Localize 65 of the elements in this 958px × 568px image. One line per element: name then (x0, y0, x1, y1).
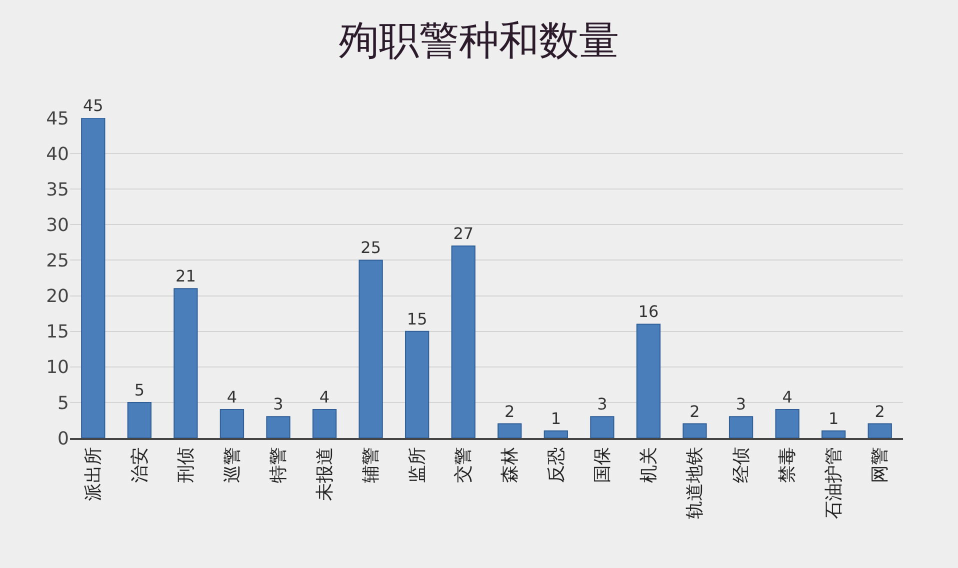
data-label: 2 (690, 402, 700, 421)
y-tick-label: 20 (46, 286, 69, 308)
data-label: 4 (319, 388, 330, 407)
bar (775, 409, 800, 438)
x-tick-label: 反恐 (546, 447, 567, 484)
x-tick-label: 机关 (638, 447, 660, 484)
data-label: 3 (597, 394, 608, 414)
x-tick-label: 巡警 (222, 447, 243, 484)
data-label: 3 (736, 394, 746, 414)
x-tick-label: 石油护管 (823, 447, 844, 520)
y-tick-label: 10 (46, 357, 69, 378)
bar (636, 324, 661, 438)
data-label: 3 (273, 394, 284, 414)
bar (544, 430, 568, 438)
bar (358, 260, 383, 438)
data-label: 21 (176, 266, 196, 286)
bar (451, 246, 476, 438)
data-label: 4 (226, 388, 238, 407)
x-tick-label: 未报道 (314, 447, 336, 502)
data-label: 2 (874, 402, 885, 421)
bar (822, 430, 846, 438)
bar (868, 423, 892, 438)
x-tick-label: 监所 (406, 447, 428, 484)
data-label: 1 (828, 408, 839, 428)
y-tick-label: 15 (46, 322, 69, 343)
x-tick-label: 禁毒 (777, 447, 798, 484)
x-tick-label: 辅警 (360, 447, 382, 484)
x-tick-label: 刑侦 (176, 447, 197, 484)
x-tick-label: 森林 (499, 447, 520, 484)
y-tick-label: 25 (46, 250, 69, 272)
x-tick-label: 治安 (129, 447, 150, 484)
data-label: 1 (550, 408, 562, 428)
data-label: 5 (134, 380, 145, 400)
y-tick-label: 40 (46, 144, 69, 165)
bar (312, 409, 337, 438)
bar (127, 402, 152, 438)
bar (498, 423, 522, 438)
data-label: 27 (453, 224, 474, 243)
y-tick-label: 0 (58, 428, 69, 450)
bar (81, 118, 106, 438)
bar (174, 288, 198, 438)
y-tick-label: 35 (46, 179, 69, 200)
bar (266, 416, 290, 438)
x-tick-label: 网警 (870, 447, 891, 484)
bar (728, 416, 754, 438)
data-label: 15 (406, 309, 428, 328)
bar (405, 330, 430, 438)
data-label: 45 (82, 96, 104, 115)
data-label: 25 (360, 238, 381, 258)
data-label: 2 (504, 402, 515, 421)
x-tick-label: 国保 (592, 447, 614, 484)
x-tick-label: 特警 (268, 447, 290, 484)
y-tick-label: 30 (46, 214, 69, 236)
chart-title: 殉职警种和数量 (339, 18, 619, 64)
bar (682, 423, 707, 438)
x-tick-label: 轨道地铁 (684, 447, 706, 520)
x-tick-label: 经侦 (730, 447, 752, 484)
x-tick-label: 交警 (453, 447, 474, 484)
bar (590, 416, 614, 438)
data-label: 4 (782, 388, 792, 407)
x-tick-label: 派出所 (82, 447, 104, 502)
bar (220, 409, 244, 438)
y-tick-label: 45 (46, 108, 69, 130)
y-tick-label: 5 (58, 392, 69, 414)
data-label: 16 (638, 302, 659, 322)
